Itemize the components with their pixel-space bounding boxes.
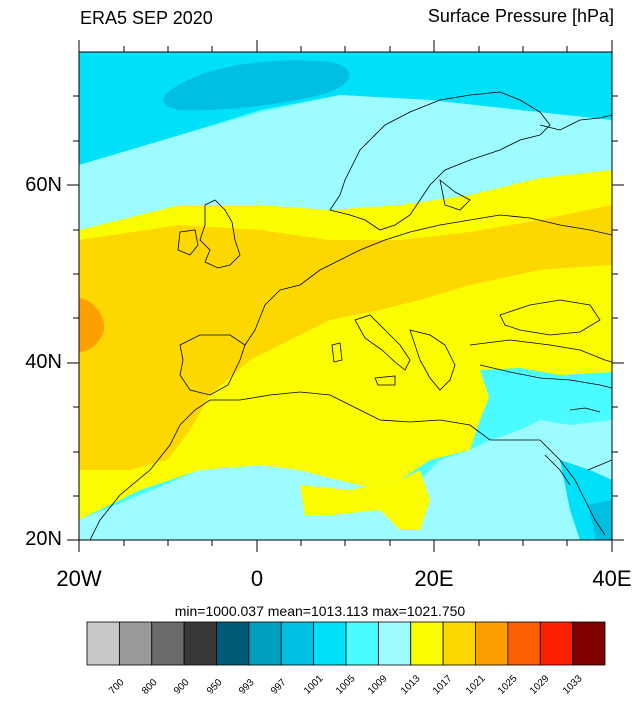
colorbar-swatch: [572, 621, 606, 666]
y-tick-40n: 40N: [25, 351, 62, 373]
colorbar-swatch: [118, 621, 153, 666]
colorbar-swatch: [345, 621, 379, 666]
y-tick-60n: 60N: [25, 174, 62, 196]
coastlines: [89, 91, 612, 540]
colorbar-swatch: [248, 621, 282, 666]
map-title-right: Surface Pressure [hPa]: [427, 6, 614, 26]
x-tick-20e: 20E: [414, 566, 454, 591]
colorbar-swatch: [475, 621, 509, 666]
y-tick-20n: 20N: [25, 528, 62, 550]
colorbar-swatch: [216, 621, 250, 666]
colorbar-swatch: [410, 621, 444, 666]
colorbar-swatch: [442, 621, 476, 666]
colorbar-swatch: [539, 621, 574, 666]
colorbar-swatch: [183, 621, 217, 666]
colorbar-swatch: [377, 621, 412, 666]
x-tick-40e: 40E: [592, 566, 632, 591]
map-title-left: ERA5 SEP 2020: [80, 8, 213, 28]
axis-ticks: [67, 40, 624, 552]
colorbar-swatch: [313, 621, 347, 666]
colorbar-swatch: [507, 621, 541, 666]
stats-line: min=1000.037 mean=1013.113 max=1021.750: [174, 603, 466, 619]
x-tick-20w: 20W: [56, 566, 102, 591]
colorbar-swatch: [151, 621, 185, 666]
colorbar: [86, 621, 606, 666]
pressure-field: [79, 52, 612, 540]
x-tick-0: 0: [250, 566, 264, 591]
colorbar-swatch: [280, 621, 315, 666]
colorbar-swatch: [86, 621, 120, 666]
